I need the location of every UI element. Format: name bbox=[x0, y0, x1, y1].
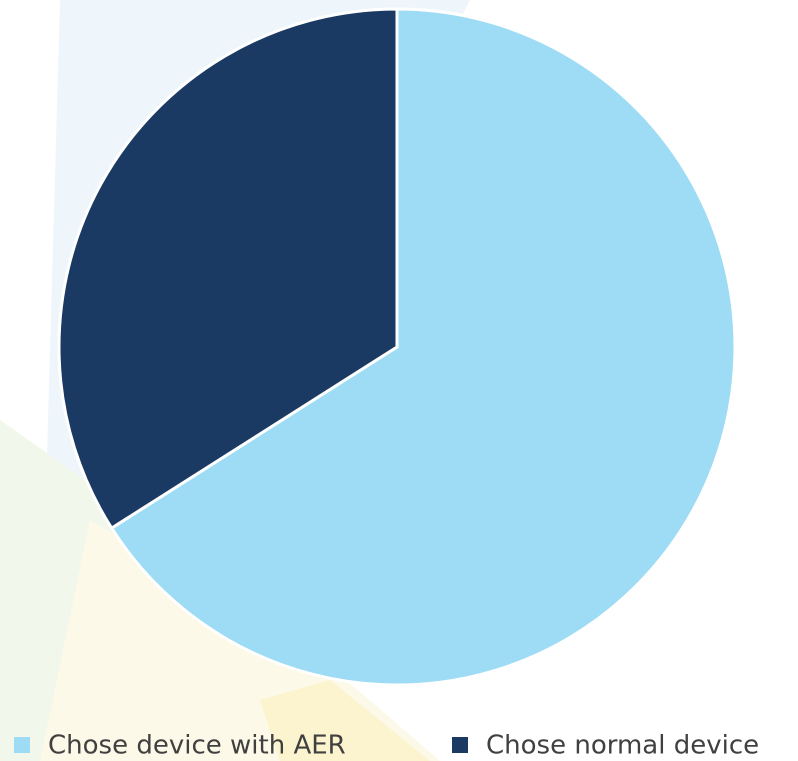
pie bbox=[57, 7, 737, 687]
legend-swatch bbox=[452, 737, 468, 753]
pie-slice bbox=[109, 7, 737, 687]
legend-swatch bbox=[14, 737, 30, 753]
legend-label: Chose device with AER bbox=[48, 731, 346, 761]
pie-slice bbox=[57, 7, 399, 531]
legend: Chose device with AER Chose normal device bbox=[14, 731, 759, 761]
legend-label: Chose normal device bbox=[486, 731, 759, 761]
